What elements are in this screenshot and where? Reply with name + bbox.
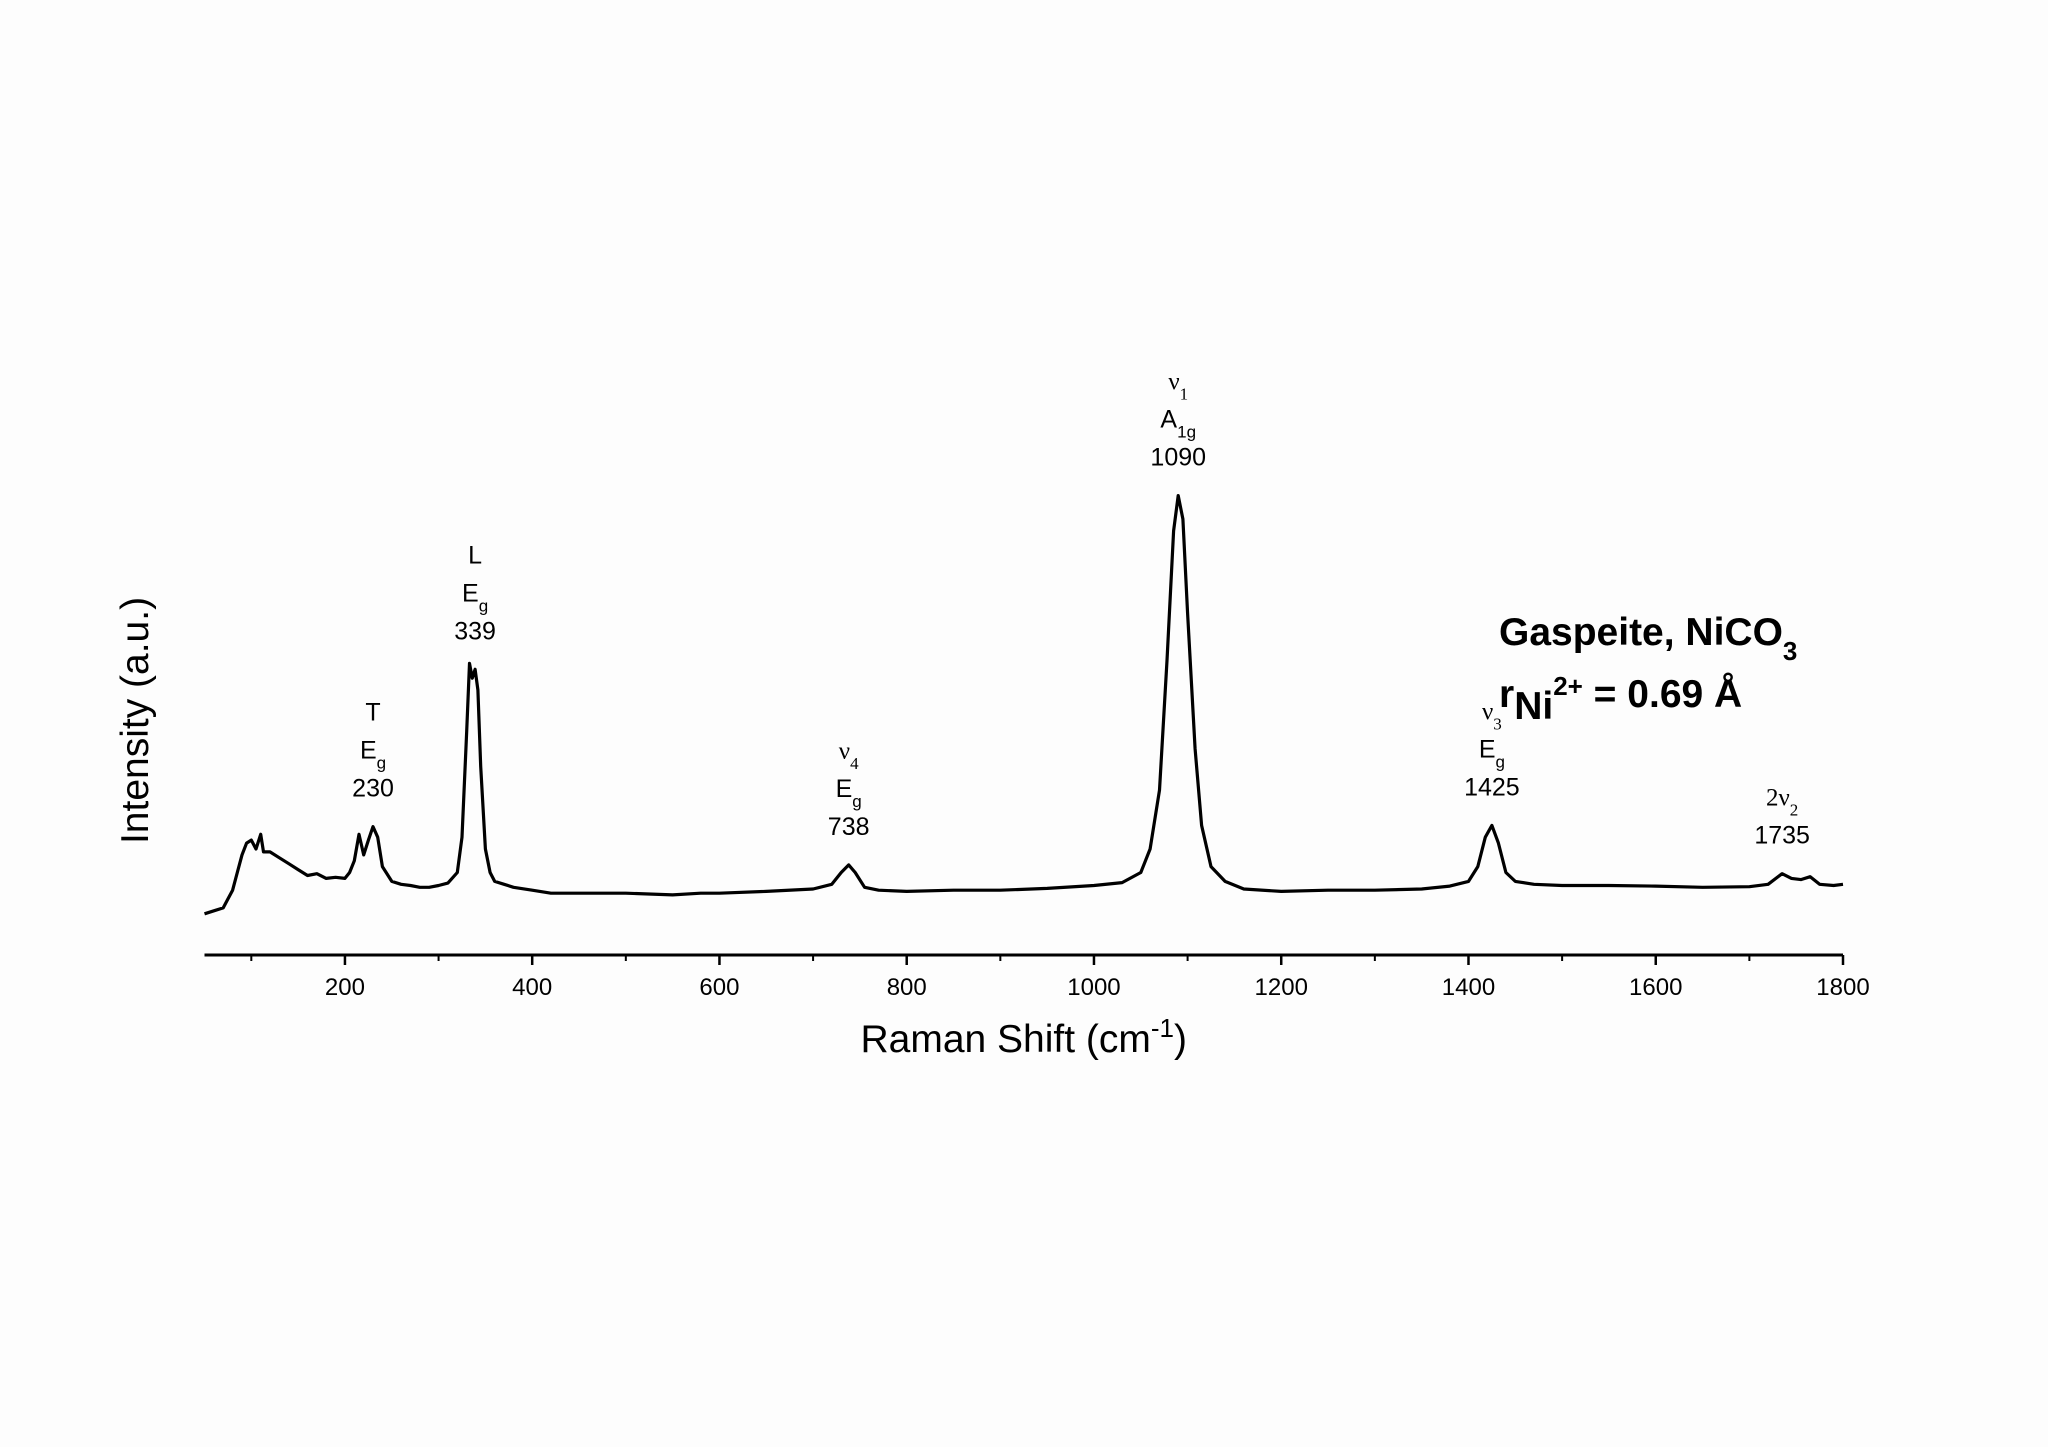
spectrum-line [204,494,1844,916]
peak-label: 339 [454,617,496,645]
mode-sub: 4 [850,753,859,772]
x-tick-label: 1200 [1255,974,1308,1001]
mode-label: ν1 [1168,369,1188,404]
symmetry: E [836,775,853,803]
x-label-sup: -1 [1151,1013,1174,1043]
mode: L [468,541,482,569]
symmetry-label: Eg [836,775,862,811]
sample-sub: 3 [1783,636,1797,666]
symmetry: E [462,579,479,607]
symmetry-sub: g [479,596,488,615]
mode-label: 2ν2 [1766,785,1798,820]
x-tick-label: 800 [887,974,927,1001]
symmetry-label: Eg [360,737,386,773]
x-tick-label: 1800 [1816,974,1869,1001]
mode: ν [839,738,850,765]
x-tick-label: 1600 [1629,974,1682,1001]
mode-sub: 3 [1493,714,1502,733]
radius-sup: 2+ [1553,671,1583,701]
mode-sub: 1 [1180,384,1189,403]
x-axis-label: Raman Shift (cm-1) [860,1013,1187,1061]
symmetry-sub: g [1496,752,1505,771]
ionic-radius: rNi2+ = 0.69 Å [1499,671,1742,728]
x-tick-label: 200 [325,974,365,1001]
mode-label: T [365,699,380,727]
mode: T [365,699,380,727]
peak-label: 1735 [1754,822,1810,850]
symmetry-label: A1g [1160,406,1196,442]
radius-symbol: r [1499,673,1514,716]
peak-label: 738 [828,813,870,841]
x-tick-label: 600 [699,974,739,1001]
symmetry-label: Eg [462,579,488,615]
mode: ν [1168,369,1179,396]
sample-name: Gaspeite, NiCO [1499,611,1783,654]
mode: 2ν [1766,785,1790,812]
x-tick-label: 400 [512,974,552,1001]
symmetry: E [1479,735,1496,763]
symmetry: A [1160,406,1177,434]
symmetry-sub: g [377,753,386,772]
mode-label: ν4 [839,738,859,773]
radius-value: = 0.69 Å [1583,672,1742,716]
x-label-text: Raman Shift (cm [860,1018,1150,1061]
x-label-end: ) [1174,1018,1187,1061]
symmetry-sub: 1g [1177,422,1196,441]
sample-title: Gaspeite, NiCO3 [1499,611,1797,666]
mode-sub: 2 [1790,800,1799,819]
x-tick-label: 1000 [1067,974,1120,1001]
y-axis-label: Intensity (a.u.) [114,597,157,844]
symmetry-label: Eg [1479,735,1505,771]
peak-label: 1090 [1150,444,1206,472]
peak-label: 230 [352,775,394,803]
mode-label: ν3 [1482,698,1502,733]
radius-sub: Ni [1514,685,1553,728]
symmetry-sub: g [852,791,861,810]
symmetry: E [360,737,377,765]
mode: ν [1482,698,1493,725]
peak-label: 1425 [1464,773,1520,801]
x-tick-label: 1400 [1442,974,1495,1001]
mode-label: L [468,541,482,569]
